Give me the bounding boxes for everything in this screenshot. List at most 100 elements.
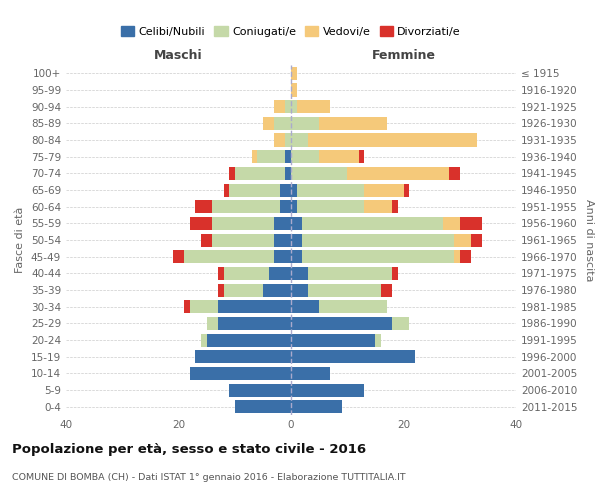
Bar <box>218 267 223 280</box>
Bar <box>286 100 291 113</box>
Bar <box>229 384 291 396</box>
Bar <box>319 150 359 163</box>
Bar <box>291 200 296 213</box>
Bar <box>201 334 206 346</box>
Bar <box>291 184 296 196</box>
Text: Femmine: Femmine <box>371 48 436 62</box>
Bar <box>274 217 291 230</box>
Bar <box>269 267 291 280</box>
Bar <box>291 217 302 230</box>
Bar <box>196 350 291 363</box>
Bar <box>302 234 454 246</box>
Bar <box>454 250 460 263</box>
Bar <box>212 234 274 246</box>
Bar <box>274 100 286 113</box>
Bar <box>404 184 409 196</box>
Bar <box>184 250 274 263</box>
Bar <box>280 200 291 213</box>
Bar <box>218 300 291 313</box>
Bar <box>206 334 291 346</box>
Bar <box>291 317 392 330</box>
Bar <box>173 250 184 263</box>
Bar <box>381 284 392 296</box>
Bar <box>308 267 392 280</box>
Bar <box>449 167 460 180</box>
Bar <box>229 184 280 196</box>
Bar <box>291 400 341 413</box>
Bar <box>251 150 257 163</box>
Bar <box>218 317 291 330</box>
Bar <box>235 167 286 180</box>
Bar <box>359 150 364 163</box>
Bar <box>291 300 319 313</box>
Bar <box>392 317 409 330</box>
Bar <box>274 250 291 263</box>
Bar <box>291 100 296 113</box>
Bar <box>291 350 415 363</box>
Bar <box>302 250 454 263</box>
Text: COMUNE DI BOMBA (CH) - Dati ISTAT 1° gennaio 2016 - Elaborazione TUTTITALIA.IT: COMUNE DI BOMBA (CH) - Dati ISTAT 1° gen… <box>12 472 406 482</box>
Y-axis label: Fasce di età: Fasce di età <box>16 207 25 273</box>
Bar <box>319 117 386 130</box>
Bar <box>229 167 235 180</box>
Bar <box>296 200 364 213</box>
Bar <box>291 284 308 296</box>
Text: Maschi: Maschi <box>154 48 203 62</box>
Bar <box>291 134 308 146</box>
Bar <box>212 217 274 230</box>
Bar <box>364 200 392 213</box>
Bar <box>319 300 386 313</box>
Y-axis label: Anni di nascita: Anni di nascita <box>584 198 594 281</box>
Bar <box>308 284 381 296</box>
Bar <box>460 217 482 230</box>
Bar <box>223 284 263 296</box>
Bar <box>392 267 398 280</box>
Bar <box>291 167 347 180</box>
Bar <box>274 134 286 146</box>
Bar <box>274 117 291 130</box>
Text: Popolazione per età, sesso e stato civile - 2016: Popolazione per età, sesso e stato civil… <box>12 442 366 456</box>
Bar <box>291 84 296 96</box>
Bar <box>291 250 302 263</box>
Bar <box>196 200 212 213</box>
Bar <box>286 150 291 163</box>
Bar <box>291 384 364 396</box>
Bar <box>184 300 190 313</box>
Bar <box>308 134 476 146</box>
Bar <box>190 300 218 313</box>
Bar <box>291 234 302 246</box>
Bar <box>263 117 274 130</box>
Bar <box>218 284 223 296</box>
Bar <box>190 367 291 380</box>
Bar <box>392 200 398 213</box>
Bar <box>223 184 229 196</box>
Bar <box>291 334 376 346</box>
Bar <box>257 150 286 163</box>
Bar <box>291 367 331 380</box>
Bar <box>201 234 212 246</box>
Bar <box>223 267 269 280</box>
Bar <box>302 217 443 230</box>
Bar <box>280 184 291 196</box>
Bar <box>296 184 364 196</box>
Bar <box>263 284 291 296</box>
Bar <box>376 334 381 346</box>
Bar <box>364 184 404 196</box>
Bar <box>443 217 460 230</box>
Bar <box>291 67 296 80</box>
Bar <box>235 400 291 413</box>
Bar <box>296 100 331 113</box>
Legend: Celibi/Nubili, Coniugati/e, Vedovi/e, Divorziati/e: Celibi/Nubili, Coniugati/e, Vedovi/e, Di… <box>116 22 466 41</box>
Bar <box>190 217 212 230</box>
Bar <box>286 134 291 146</box>
Bar <box>347 167 449 180</box>
Bar <box>291 117 319 130</box>
Bar <box>291 267 308 280</box>
Bar <box>454 234 471 246</box>
Bar <box>274 234 291 246</box>
Bar <box>471 234 482 246</box>
Bar <box>286 167 291 180</box>
Bar <box>212 200 280 213</box>
Bar <box>460 250 471 263</box>
Bar <box>206 317 218 330</box>
